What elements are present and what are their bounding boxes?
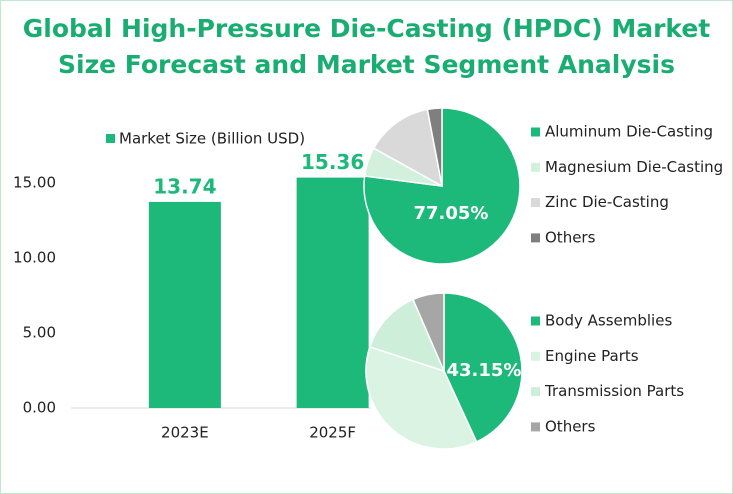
legend-label: Engine Parts: [545, 347, 639, 365]
legend-swatch: [531, 127, 540, 137]
legend-swatch: [531, 162, 540, 172]
y-tick-label: 10.00: [13, 249, 56, 267]
pie-slice: [365, 345, 478, 450]
legend-swatch: [531, 387, 540, 397]
legend-label: Others: [545, 417, 596, 435]
data-label: 13.74: [153, 174, 216, 198]
pie-slice: [372, 108, 444, 188]
pie-slice: [443, 292, 523, 443]
x-tick-label: 2025F: [309, 424, 356, 442]
legend-label: Body Assemblies: [545, 312, 672, 330]
title: Global High-Pressure Die-Casting (HPDC) …: [22, 14, 711, 79]
x-tick-label: 2023E: [161, 424, 209, 442]
data-label: 43.15%: [447, 360, 522, 381]
legend-swatch: [531, 422, 540, 432]
pie-slice: [368, 298, 446, 373]
legend-label: Transmission Parts: [544, 382, 684, 400]
legend-swatch: [531, 233, 540, 243]
pie-slice: [426, 107, 443, 187]
legend-swatch: [106, 134, 115, 143]
bar: [148, 201, 221, 408]
y-tick-label: 0.00: [23, 399, 56, 417]
legend-label: Zinc Die-Casting: [545, 193, 669, 211]
legend-swatch: [531, 198, 540, 208]
y-tick-label: 15.00: [13, 174, 56, 192]
pie-slice: [412, 292, 445, 372]
bar: [296, 177, 369, 408]
y-tick-label: 5.00: [23, 324, 56, 342]
data-label: 15.36: [301, 150, 364, 174]
data-label: 77.05%: [414, 203, 489, 224]
legend-label: Magnesium Die-Casting: [545, 158, 723, 176]
legend-label: Aluminum Die-Casting: [545, 123, 713, 141]
legend-label: Others: [545, 228, 596, 246]
legend-label: Market Size (Billion USD): [119, 130, 305, 148]
legend-swatch: [531, 316, 540, 326]
legend-swatch: [531, 351, 540, 361]
